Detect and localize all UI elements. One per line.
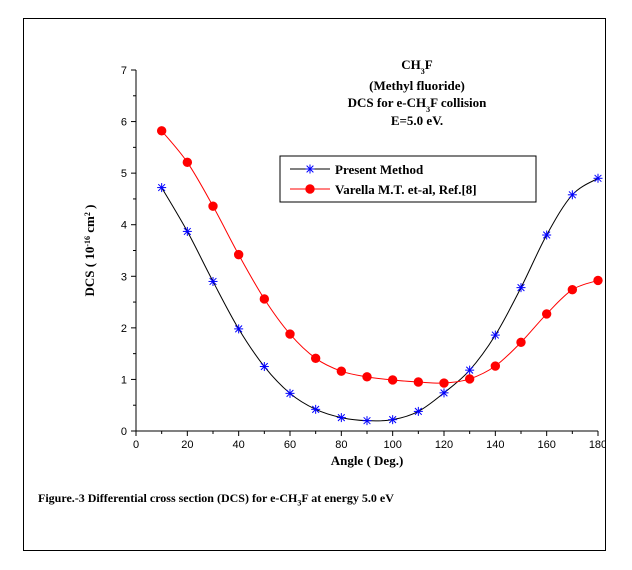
y-axis-label: DCS ( 10-16 cm2 ) — [82, 205, 97, 297]
data-point — [388, 415, 398, 425]
x-tick-label: 100 — [383, 439, 401, 451]
data-point — [310, 353, 321, 363]
caption-suffix: F at energy 5.0 eV — [301, 491, 394, 505]
y-tick-label: 3 — [121, 271, 127, 283]
x-tick-label: 80 — [335, 439, 347, 451]
legend-marker — [305, 184, 315, 194]
data-point — [413, 377, 424, 387]
data-point — [516, 283, 526, 293]
chart-title: CH3F (Methyl fluoride) DCS for e-CH3F coll… — [348, 57, 487, 128]
data-point — [464, 374, 475, 384]
legend-box — [279, 155, 537, 203]
chart-title-line: DCS for e-CH3F collision — [348, 95, 487, 114]
y-tick-label: 4 — [121, 220, 127, 232]
x-tick-label: 0 — [133, 439, 139, 451]
data-point — [362, 372, 372, 382]
data-point — [387, 375, 398, 385]
axis-ticks: 0 20 40 60 80 100 120 140 160 180 0 1 2 3 4 5 6 7 — [121, 65, 605, 451]
data-point — [465, 365, 475, 375]
axis-labels: Angle ( Deg.) DCS ( 10-16 cm2 ) — [82, 205, 403, 468]
x-tick-label: 140 — [486, 439, 504, 451]
y-tick-label: 2 — [121, 323, 127, 335]
data-point — [593, 275, 603, 286]
legend-label: Present Method — [335, 162, 424, 177]
data-point — [285, 329, 295, 339]
chart-title-line: (Methyl fluoride) — [369, 78, 465, 93]
data-point — [541, 309, 552, 319]
series-line — [161, 177, 599, 422]
x-axis-label: Angle ( Deg.) — [331, 453, 404, 468]
data-point — [234, 324, 244, 334]
x-tick-label: 120 — [435, 439, 453, 451]
x-tick-label: 180 — [589, 439, 605, 451]
chart-title-line: E=5.0 eV. — [391, 113, 443, 128]
data-point — [311, 404, 321, 414]
data-point — [567, 190, 577, 200]
data-point — [233, 249, 244, 260]
data-point — [567, 284, 578, 295]
data-point — [362, 416, 372, 426]
x-tick-label: 160 — [537, 439, 555, 451]
data-point — [336, 366, 347, 376]
data-point — [439, 378, 449, 388]
y-tick-label: 1 — [121, 374, 127, 386]
data-point — [439, 388, 449, 398]
figure-frame: CH3F (Methyl fluoride) DCS for e-CH3F coll… — [23, 18, 606, 551]
data-point — [208, 201, 218, 211]
x-tick-label: 60 — [284, 439, 296, 451]
data-point — [182, 226, 192, 236]
data-point — [208, 276, 218, 286]
y-tick-label: 7 — [121, 65, 127, 77]
series-2 — [156, 126, 603, 388]
x-tick-label: 40 — [233, 439, 245, 451]
y-tick-label: 6 — [121, 117, 127, 129]
dcs-chart: CH3F (Methyl fluoride) DCS for e-CH3F coll… — [82, 57, 605, 468]
legend-label: Varella M.T. et-al, Ref.[8] — [335, 182, 477, 197]
data-point — [259, 362, 269, 372]
data-point — [490, 361, 501, 371]
data-point — [413, 406, 423, 416]
y-tick-label: 5 — [121, 168, 127, 180]
data-point — [157, 183, 167, 193]
data-point — [593, 173, 603, 183]
data-point — [542, 230, 552, 240]
legend-marker — [305, 164, 315, 174]
x-tick-label: 20 — [181, 439, 193, 451]
data-point — [285, 388, 295, 398]
chart-title-line: CH3F — [401, 57, 433, 76]
caption-prefix: Figure.-3 Differential cross section (DC… — [38, 491, 298, 505]
y-tick-label: 0 — [121, 426, 127, 438]
series-1 — [157, 173, 603, 426]
data-point — [336, 413, 346, 423]
data-point — [259, 294, 270, 304]
data-point — [156, 126, 167, 136]
legend: Present Method Varella M.T. et-al, Ref.[8… — [279, 155, 537, 203]
figure-caption: Figure.-3 Differential cross section (DC… — [38, 491, 394, 507]
caption-subscript: 3 — [297, 498, 302, 508]
series-layer — [156, 126, 603, 426]
data-point — [490, 330, 500, 340]
data-point — [182, 157, 193, 168]
data-point — [516, 337, 526, 347]
